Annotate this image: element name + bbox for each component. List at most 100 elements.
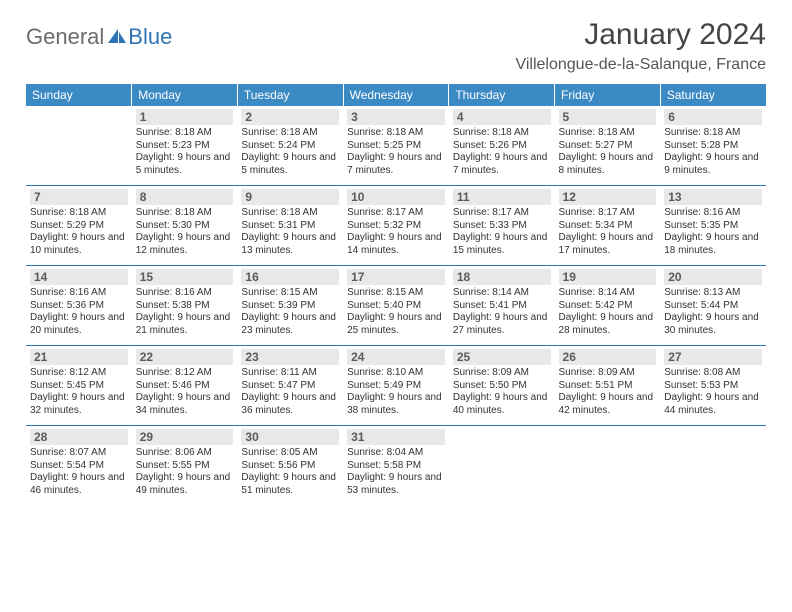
sunset-text: Sunset: 5:28 PM bbox=[664, 140, 762, 153]
day-info: Sunrise: 8:08 AMSunset: 5:53 PMDaylight:… bbox=[664, 367, 762, 417]
sunrise-text: Sunrise: 8:17 AM bbox=[453, 207, 551, 220]
day-header: Friday bbox=[555, 84, 661, 106]
day-info: Sunrise: 8:13 AMSunset: 5:44 PMDaylight:… bbox=[664, 287, 762, 337]
sunrise-text: Sunrise: 8:04 AM bbox=[347, 447, 445, 460]
daylight-text: Daylight: 9 hours and 42 minutes. bbox=[559, 392, 657, 417]
day-number: 3 bbox=[347, 109, 445, 125]
day-info: Sunrise: 8:16 AMSunset: 5:35 PMDaylight:… bbox=[664, 207, 762, 257]
day-number: 28 bbox=[30, 429, 128, 445]
day-number: 21 bbox=[30, 349, 128, 365]
day-number: 15 bbox=[136, 269, 234, 285]
day-info: Sunrise: 8:04 AMSunset: 5:58 PMDaylight:… bbox=[347, 447, 445, 497]
sunset-text: Sunset: 5:30 PM bbox=[136, 220, 234, 233]
daylight-text: Daylight: 9 hours and 32 minutes. bbox=[30, 392, 128, 417]
sunrise-text: Sunrise: 8:17 AM bbox=[347, 207, 445, 220]
calendar-cell: 27Sunrise: 8:08 AMSunset: 5:53 PMDayligh… bbox=[660, 346, 766, 426]
daylight-text: Daylight: 9 hours and 46 minutes. bbox=[30, 472, 128, 497]
sunset-text: Sunset: 5:53 PM bbox=[664, 380, 762, 393]
day-info: Sunrise: 8:18 AMSunset: 5:29 PMDaylight:… bbox=[30, 207, 128, 257]
sunrise-text: Sunrise: 8:18 AM bbox=[664, 127, 762, 140]
sunrise-text: Sunrise: 8:18 AM bbox=[453, 127, 551, 140]
day-info: Sunrise: 8:05 AMSunset: 5:56 PMDaylight:… bbox=[241, 447, 339, 497]
sunrise-text: Sunrise: 8:18 AM bbox=[241, 127, 339, 140]
calendar-table: Sunday Monday Tuesday Wednesday Thursday… bbox=[26, 84, 766, 505]
sunrise-text: Sunrise: 8:05 AM bbox=[241, 447, 339, 460]
sunset-text: Sunset: 5:44 PM bbox=[664, 300, 762, 313]
calendar-cell: 31 Sunrise: 8:04 AMSunset: 5:58 PMDayligh… bbox=[343, 426, 449, 506]
day-info: Sunrise: 8:18 AMSunset: 5:31 PMDaylight:… bbox=[241, 207, 339, 257]
day-number: 24 bbox=[347, 349, 445, 365]
day-number: 25 bbox=[453, 349, 551, 365]
day-number: 12 bbox=[559, 189, 657, 205]
location: Villelongue-de-la-Salanque, France bbox=[515, 56, 766, 74]
day-info: Sunrise: 8:15 AMSunset: 5:39 PMDaylight:… bbox=[241, 287, 339, 337]
logo-text-blue: Blue bbox=[128, 24, 172, 50]
day-number: 26 bbox=[559, 349, 657, 365]
day-number: 5 bbox=[559, 109, 657, 125]
day-info: Sunrise: 8:17 AMSunset: 5:32 PMDaylight:… bbox=[347, 207, 445, 257]
daylight-text: Daylight: 9 hours and 9 minutes. bbox=[664, 152, 762, 177]
day-info: Sunrise: 8:18 AMSunset: 5:30 PMDaylight:… bbox=[136, 207, 234, 257]
sunrise-text: Sunrise: 8:16 AM bbox=[136, 287, 234, 300]
sunrise-text: Sunrise: 8:18 AM bbox=[136, 207, 234, 220]
sunset-text: Sunset: 5:54 PM bbox=[30, 460, 128, 473]
sunset-text: Sunset: 5:49 PM bbox=[347, 380, 445, 393]
sunset-text: Sunset: 5:40 PM bbox=[347, 300, 445, 313]
calendar-cell: 24Sunrise: 8:10 AMSunset: 5:49 PMDayligh… bbox=[343, 346, 449, 426]
calendar-cell: 30Sunrise: 8:05 AMSunset: 5:56 PMDayligh… bbox=[237, 426, 343, 506]
sunset-text: Sunset: 5:23 PM bbox=[136, 140, 234, 153]
day-number: 7 bbox=[30, 189, 128, 205]
daylight-text: Daylight: 9 hours and 23 minutes. bbox=[241, 312, 339, 337]
day-info: Sunrise: 8:18 AMSunset: 5:28 PMDaylight:… bbox=[664, 127, 762, 177]
day-number: 8 bbox=[136, 189, 234, 205]
day-info: Sunrise: 8:12 AMSunset: 5:46 PMDaylight:… bbox=[136, 367, 234, 417]
daylight-text: Daylight: 9 hours and 25 minutes. bbox=[347, 312, 445, 337]
calendar-cell: 6Sunrise: 8:18 AMSunset: 5:28 PMDaylight… bbox=[660, 106, 766, 186]
day-number: 9 bbox=[241, 189, 339, 205]
day-info: Sunrise: 8:17 AMSunset: 5:33 PMDaylight:… bbox=[453, 207, 551, 257]
calendar-cell: 9 Sunrise: 8:18 AMSunset: 5:31 PMDaylight… bbox=[237, 186, 343, 266]
logo-sail-icon bbox=[106, 27, 128, 45]
day-number: 20 bbox=[664, 269, 762, 285]
day-header: Monday bbox=[132, 84, 238, 106]
calendar-cell: 15Sunrise: 8:16 AMSunset: 5:38 PMDayligh… bbox=[132, 266, 238, 346]
title-block: January 2024 Villelongue-de-la-Salanque,… bbox=[515, 18, 766, 74]
calendar-cell: 11Sunrise: 8:17 AMSunset: 5:33 PMDayligh… bbox=[449, 186, 555, 266]
sunset-text: Sunset: 5:26 PM bbox=[453, 140, 551, 153]
sunrise-text: Sunrise: 8:16 AM bbox=[30, 287, 128, 300]
month-title: January 2024 bbox=[515, 18, 766, 52]
sunset-text: Sunset: 5:24 PM bbox=[241, 140, 339, 153]
sunrise-text: Sunrise: 8:12 AM bbox=[30, 367, 128, 380]
day-number: 19 bbox=[559, 269, 657, 285]
calendar-cell: 4Sunrise: 8:18 AMSunset: 5:26 PMDaylight… bbox=[449, 106, 555, 186]
day-header: Saturday bbox=[660, 84, 766, 106]
sunrise-text: Sunrise: 8:14 AM bbox=[559, 287, 657, 300]
calendar-cell: 8 Sunrise: 8:18 AMSunset: 5:30 PMDaylight… bbox=[132, 186, 238, 266]
daylight-text: Daylight: 9 hours and 40 minutes. bbox=[453, 392, 551, 417]
day-info: Sunrise: 8:16 AMSunset: 5:36 PMDaylight:… bbox=[30, 287, 128, 337]
sunset-text: Sunset: 5:50 PM bbox=[453, 380, 551, 393]
sunset-text: Sunset: 5:35 PM bbox=[664, 220, 762, 233]
day-info: Sunrise: 8:18 AMSunset: 5:26 PMDaylight:… bbox=[453, 127, 551, 177]
calendar-cell: 18Sunrise: 8:14 AMSunset: 5:41 PMDayligh… bbox=[449, 266, 555, 346]
day-info: Sunrise: 8:12 AMSunset: 5:45 PMDaylight:… bbox=[30, 367, 128, 417]
day-number: 31 bbox=[347, 429, 445, 445]
calendar-week-row: 7 Sunrise: 8:18 AMSunset: 5:29 PMDaylight… bbox=[26, 186, 766, 266]
day-info: Sunrise: 8:11 AMSunset: 5:47 PMDaylight:… bbox=[241, 367, 339, 417]
calendar-cell: 26Sunrise: 8:09 AMSunset: 5:51 PMDayligh… bbox=[555, 346, 661, 426]
sunset-text: Sunset: 5:42 PM bbox=[559, 300, 657, 313]
day-header: Thursday bbox=[449, 84, 555, 106]
daylight-text: Daylight: 9 hours and 5 minutes. bbox=[136, 152, 234, 177]
day-info: Sunrise: 8:18 AMSunset: 5:23 PMDaylight:… bbox=[136, 127, 234, 177]
sunrise-text: Sunrise: 8:16 AM bbox=[664, 207, 762, 220]
sunset-text: Sunset: 5:32 PM bbox=[347, 220, 445, 233]
daylight-text: Daylight: 9 hours and 28 minutes. bbox=[559, 312, 657, 337]
calendar-cell: 23 Sunrise: 8:11 AMSunset: 5:47 PMDayligh… bbox=[237, 346, 343, 426]
calendar-cell bbox=[660, 426, 766, 506]
day-number: 23 bbox=[241, 349, 339, 365]
header: General Blue January 2024 Villelongue-de… bbox=[26, 18, 766, 74]
day-header: Sunday bbox=[26, 84, 132, 106]
sunrise-text: Sunrise: 8:18 AM bbox=[30, 207, 128, 220]
day-info: Sunrise: 8:18 AMSunset: 5:24 PMDaylight:… bbox=[241, 127, 339, 177]
day-number: 14 bbox=[30, 269, 128, 285]
